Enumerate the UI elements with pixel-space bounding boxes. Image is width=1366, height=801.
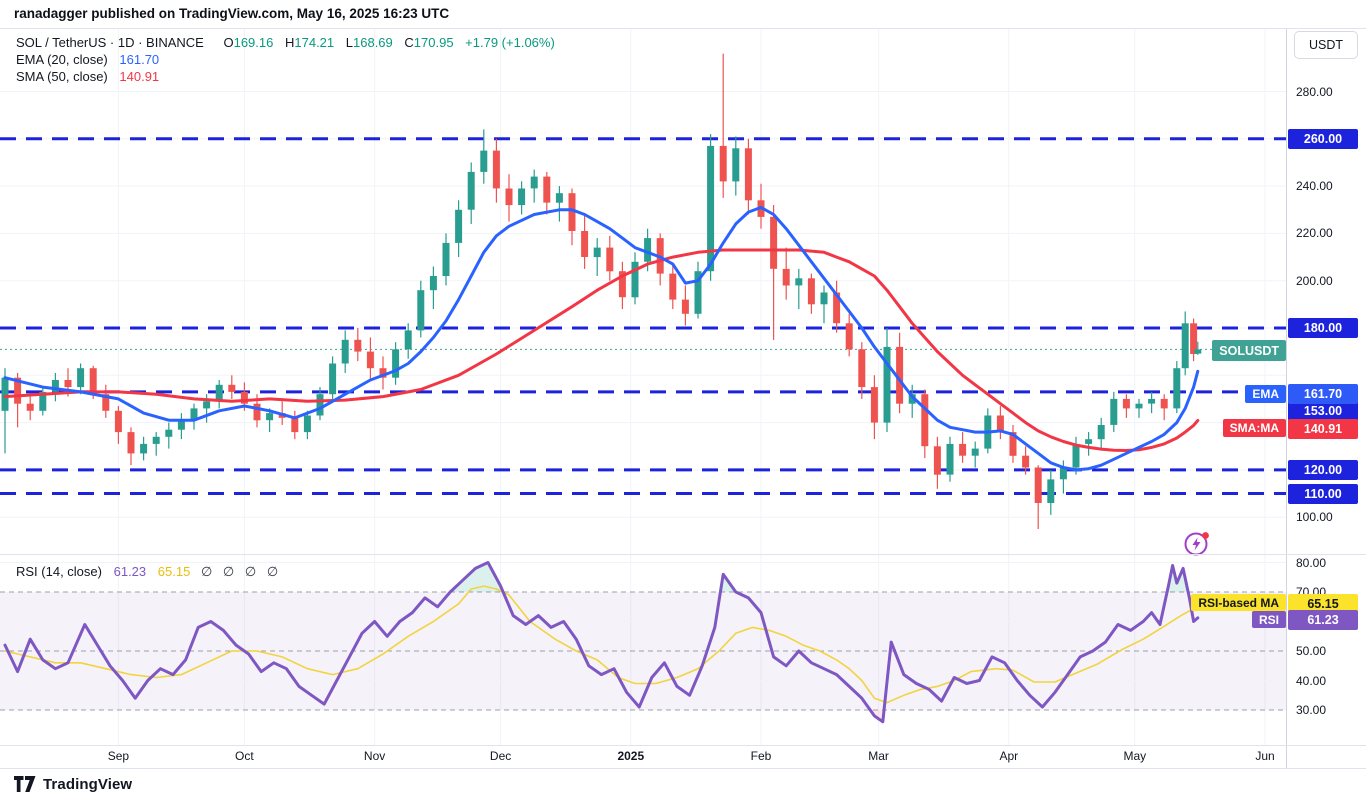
- rsi-hidden-param: ∅: [200, 564, 213, 579]
- ema-price-value: 161.70: [1303, 387, 1343, 401]
- rsi-label: RSI (14, close): [16, 564, 102, 579]
- close-label: C: [404, 35, 414, 50]
- chart-legend: SOL / TetherUS · 1D · BINANCE O169.16 H1…: [16, 34, 555, 85]
- price-tick-label: 280.00: [1296, 84, 1333, 99]
- ema-legend-row[interactable]: EMA (20, close) 161.70: [16, 51, 555, 68]
- open-label: O: [223, 35, 234, 50]
- rsi-tag-label: RSI: [1258, 612, 1279, 627]
- month-label: Jun: [1255, 749, 1275, 763]
- rsi-ma-value: 65.15: [157, 564, 191, 579]
- rsi-ma-box-value: 65.15: [1307, 597, 1339, 611]
- header-divider: [0, 28, 1366, 29]
- month-label: Sep: [107, 749, 130, 763]
- footer-divider: [0, 768, 1366, 769]
- close-value: 170.95: [413, 35, 454, 50]
- month-label: Mar: [868, 749, 889, 763]
- month-label: Feb: [750, 749, 772, 763]
- rsi-ma-tag: RSI-based MA: [1191, 594, 1286, 611]
- ema-tag-label: EMA: [1252, 387, 1279, 401]
- rsi-ma-line: [4, 585, 1199, 704]
- month-label: Oct: [235, 749, 254, 763]
- rsi-tick-label: 80.00: [1296, 555, 1327, 570]
- symbol-title: SOL / TetherUS · 1D · BINANCE: [16, 35, 204, 50]
- level-price-badge: 120.00: [1288, 459, 1358, 480]
- sma-tag: SMA:MA: [1222, 419, 1286, 437]
- rsi-hidden-param: ∅: [244, 564, 257, 579]
- rsi-tick-label: 40.00: [1296, 673, 1327, 688]
- ema-line: [3, 205, 1200, 472]
- price-tick-label: 200.00: [1296, 273, 1333, 288]
- rsi-legend-row[interactable]: RSI (14, close) 61.23 65.15 ∅ ∅ ∅ ∅: [16, 564, 278, 580]
- month-label: Nov: [363, 749, 386, 763]
- high-value: 174.21: [294, 35, 335, 50]
- month-label: Apr: [999, 749, 1019, 763]
- rsi-tick-label: 50.00: [1296, 644, 1327, 658]
- last-price-value: 170.95: [1304, 341, 1344, 357]
- low-value: 168.69: [353, 35, 393, 50]
- tradingview-brand-text: TradingView: [43, 776, 133, 793]
- publish-header-text: ranadagger published on TradingView.com,…: [14, 6, 450, 21]
- ema-label: EMA (20, close): [16, 52, 108, 67]
- high-label: H: [284, 35, 295, 50]
- change-value: +1.79 (+1.06%): [465, 35, 555, 50]
- rsi-hidden-param: ∅: [266, 564, 279, 579]
- candles: [1, 53, 1202, 530]
- alert-dot: [1202, 532, 1209, 539]
- symbol-tag: SOLUSDT: [1212, 340, 1286, 361]
- ema-value: 161.70: [119, 52, 160, 67]
- price-scale-border: [1286, 28, 1287, 768]
- rsi-ma-value-box: 65.15: [1288, 594, 1358, 614]
- currency-toggle-button[interactable]: USDT: [1294, 31, 1358, 59]
- sma-label: SMA (50, close): [16, 69, 108, 84]
- price-tick-label: 100.00: [1296, 510, 1333, 525]
- month-label: May: [1123, 749, 1147, 763]
- rsi-value-box: 61.23: [1288, 610, 1358, 630]
- sma-legend-row[interactable]: SMA (50, close) 140.91: [16, 68, 555, 85]
- price-tick-label: 240.00: [1296, 179, 1333, 194]
- month-label: Dec: [489, 749, 512, 763]
- ema-price-box: 161.70: [1288, 384, 1358, 404]
- sma-line: [3, 248, 1200, 452]
- rsi-tick-label: 30.00: [1296, 703, 1327, 717]
- month-label: 2025: [617, 749, 645, 763]
- symbol-tag-label: SOLUSDT: [1219, 343, 1279, 358]
- time-axis-border: [0, 745, 1366, 746]
- pane-divider[interactable]: [0, 554, 1366, 555]
- rsi-value: 61.23: [113, 564, 147, 579]
- rsi-hidden-param: ∅: [222, 564, 235, 579]
- publish-header: ranadagger published on TradingView.com,…: [14, 6, 449, 21]
- price-tick-label: 220.00: [1296, 226, 1333, 241]
- level-price-badge: 260.00: [1288, 128, 1358, 149]
- tradingview-logo-icon: [14, 776, 36, 792]
- lightning-icon: [1192, 537, 1201, 551]
- level-price-badge: 180.00: [1288, 318, 1358, 338]
- currency-toggle-label: USDT: [1308, 38, 1344, 52]
- rsi-box-value: 61.23: [1307, 613, 1339, 627]
- sma-value: 140.91: [119, 69, 160, 84]
- last-price-box: 170.95 +31.71% 07:36:24: [1288, 341, 1360, 386]
- rsi-ma-tag-label: RSI-based MA: [1198, 595, 1279, 610]
- open-value: 169.16: [233, 35, 274, 50]
- rsi-line: [3, 561, 1200, 724]
- level-price-badge: 110.00: [1288, 483, 1358, 504]
- countdown-timer: 07:36:24: [1302, 371, 1346, 384]
- ema-tag: EMA: [1245, 385, 1286, 403]
- symbol-legend-row[interactable]: SOL / TetherUS · 1D · BINANCE O169.16 H1…: [16, 34, 555, 51]
- tradingview-brand[interactable]: TradingView: [14, 776, 132, 793]
- sma-price-value: 140.91: [1303, 422, 1343, 436]
- low-label: L: [345, 35, 353, 50]
- level-price-badge: 153.00: [1288, 401, 1358, 421]
- last-price-change: +31.71%: [1302, 357, 1346, 370]
- sma-tag-label: SMA:MA: [1229, 421, 1279, 435]
- price-grid: [0, 91, 1286, 518]
- sma-price-box: 140.91: [1288, 419, 1358, 439]
- level-lines: [0, 137, 1286, 496]
- rsi-tag: RSI: [1251, 611, 1286, 628]
